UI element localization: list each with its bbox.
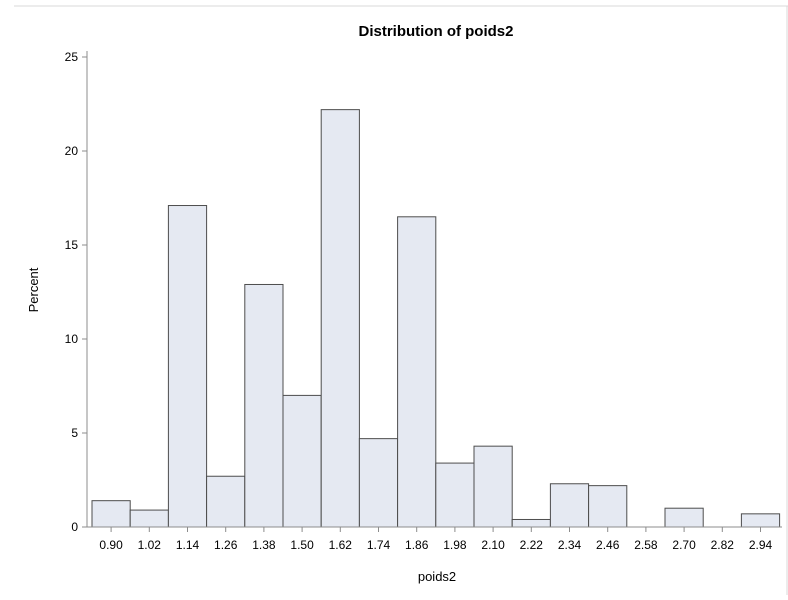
histogram-bar xyxy=(167,205,208,528)
x-tick-label: 2.58 xyxy=(634,538,658,552)
x-tick-label: 2.94 xyxy=(749,538,773,552)
x-tick-label: 2.70 xyxy=(672,538,696,552)
y-ticks-group: 0 5 10 15 20 25 xyxy=(65,50,87,534)
histogram-bar xyxy=(549,483,590,528)
histogram-bar xyxy=(129,509,169,528)
y-tick-label: 5 xyxy=(71,426,78,440)
x-tick-label: 1.74 xyxy=(367,538,391,552)
x-tick-label: 1.14 xyxy=(176,538,200,552)
y-tick-label: 10 xyxy=(65,332,79,346)
histogram-bar xyxy=(244,283,284,528)
chart-title: Distribution of poids2 xyxy=(359,23,514,40)
histogram-bar xyxy=(206,475,246,528)
histogram-bar xyxy=(358,438,399,528)
histogram-bar xyxy=(397,216,437,528)
x-tick-label: 2.34 xyxy=(558,538,582,552)
x-tick-label: 1.50 xyxy=(290,538,314,552)
y-tick-label: 0 xyxy=(71,520,78,534)
histogram-bar xyxy=(435,462,475,528)
x-tick-label: 2.46 xyxy=(596,538,620,552)
x-tick-label: 1.38 xyxy=(252,538,276,552)
x-tick-label: 1.26 xyxy=(214,538,238,552)
histogram-bar xyxy=(473,445,513,528)
histogram-bar xyxy=(91,500,131,528)
histogram-bar xyxy=(740,513,781,528)
histogram-bar xyxy=(588,485,628,528)
x-tick-label: 2.22 xyxy=(520,538,544,552)
x-ticks-group: 0.90 1.02 1.14 1.26 1.38 1.50 1.62 1.74 1.86 1.98… xyxy=(99,527,773,552)
x-tick-label: 2.82 xyxy=(711,538,735,552)
x-tick-label: 1.98 xyxy=(443,538,467,552)
x-tick-label: 2.10 xyxy=(481,538,505,552)
x-tick-label: 0.90 xyxy=(99,538,123,552)
histogram-bar xyxy=(664,507,704,528)
histogram-bar xyxy=(511,518,551,528)
y-axis-label: Percent xyxy=(26,267,41,312)
y-tick-label: 25 xyxy=(65,50,79,64)
x-axis-label: poids2 xyxy=(418,569,456,584)
histogram-bar xyxy=(320,109,360,528)
histogram-bar xyxy=(282,394,322,528)
x-tick-label: 1.62 xyxy=(329,538,353,552)
y-tick-label: 15 xyxy=(65,238,79,252)
x-tick-label: 1.86 xyxy=(405,538,429,552)
y-tick-label: 20 xyxy=(65,144,79,158)
bars-group xyxy=(91,109,781,528)
x-tick-label: 1.02 xyxy=(138,538,162,552)
